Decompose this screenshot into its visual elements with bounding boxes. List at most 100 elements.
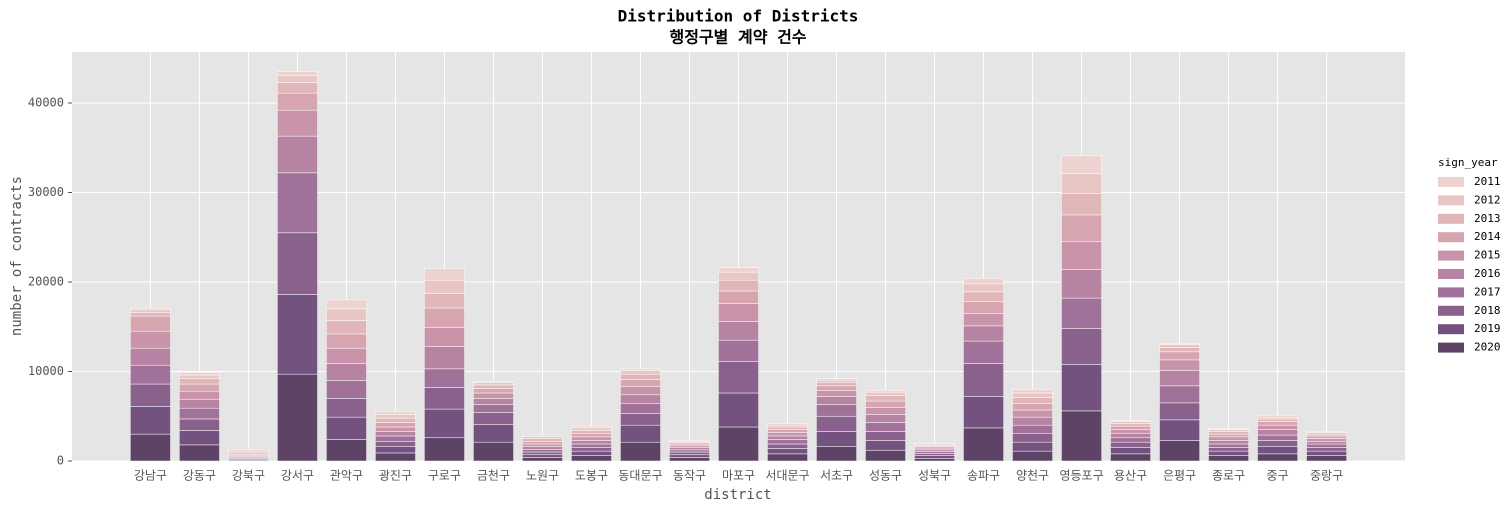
bar-segment <box>326 299 367 310</box>
bar-segment <box>865 407 906 415</box>
bar-segment <box>571 436 612 441</box>
y-tick-label: 10000 <box>28 364 64 378</box>
bar-segment <box>571 430 612 434</box>
bar-segment <box>914 458 955 462</box>
x-tick-label: 노원구 <box>526 469 559 483</box>
chart-subtitle: 행정구별 계약 건수 <box>669 28 806 47</box>
bar-segment <box>1306 455 1347 462</box>
bar-segment <box>1306 431 1347 433</box>
x-tick-label: 강동구 <box>183 469 216 483</box>
bar-segment <box>1012 403 1053 411</box>
bar-segment <box>277 294 318 375</box>
bar-segment <box>767 429 808 433</box>
bar-segment <box>865 391 906 396</box>
bar-segment <box>326 363 367 381</box>
bar-segment <box>718 267 759 273</box>
bar-segment <box>816 385 857 391</box>
bar-segment <box>130 347 171 366</box>
bars <box>130 71 1347 462</box>
legend-swatch <box>1438 342 1464 353</box>
bar-segment <box>1061 364 1102 412</box>
bar-segment <box>1257 446 1298 455</box>
bar-segment <box>865 449 906 462</box>
bar-segment <box>816 389 857 397</box>
bar-segment <box>1208 450 1249 456</box>
x-tick-label: 성북구 <box>918 469 951 483</box>
bar-segment <box>375 417 416 423</box>
x-tick-label: 구로구 <box>428 469 461 483</box>
bar-segment <box>1306 441 1347 445</box>
bar-segment <box>424 293 465 309</box>
bar-segment <box>1110 453 1151 462</box>
bar-segment <box>1208 443 1249 448</box>
x-tick-label: 성동구 <box>869 469 902 483</box>
bar-segment <box>816 404 857 417</box>
bar-segment <box>963 313 1004 327</box>
bar-segment <box>1306 443 1347 448</box>
bar-segment <box>669 451 710 456</box>
x-tick-label: 광진구 <box>379 469 412 483</box>
x-tick-label: 관악구 <box>330 469 363 483</box>
bar-segment <box>1012 416 1053 426</box>
x-axis-label: district <box>704 487 771 503</box>
bar-segment <box>1159 343 1200 345</box>
bar-segment <box>816 446 857 462</box>
bar-segment <box>277 172 318 234</box>
bar-segment <box>865 431 906 441</box>
bar-segment <box>620 379 661 388</box>
bar-segment <box>1306 438 1347 442</box>
bar-segment <box>473 404 514 413</box>
bar-segment <box>424 307 465 328</box>
bar-segment <box>1257 424 1298 430</box>
bar-segment <box>179 430 220 446</box>
bar-segment <box>473 398 514 405</box>
bar-segment <box>571 447 612 452</box>
legend-label: 2015 <box>1474 249 1501 262</box>
bar-segment <box>620 403 661 414</box>
bar-segment <box>473 381 514 383</box>
bar-segment <box>718 290 759 304</box>
bar-segment <box>718 392 759 428</box>
bar-segment <box>571 450 612 456</box>
bar-segment <box>620 368 661 371</box>
bar-segment <box>130 364 171 385</box>
bar-segment <box>1012 441 1053 452</box>
x-tick-label: 중구 <box>1267 469 1289 483</box>
bar-segment <box>1306 450 1347 456</box>
bar-segment <box>473 384 514 389</box>
bar-segment <box>277 71 318 76</box>
y-tick-label: 0 <box>57 454 64 468</box>
bar-segment <box>326 380 367 399</box>
bar-segment <box>1257 421 1298 426</box>
legend-swatch <box>1438 250 1464 261</box>
legend-label: 2018 <box>1474 304 1501 317</box>
bar-segment <box>718 426 759 462</box>
bar-segment <box>522 449 563 453</box>
bar-segment <box>1012 397 1053 405</box>
x-tick-label: 동작구 <box>673 469 706 483</box>
bar-segment <box>522 441 563 445</box>
bar-segment <box>571 455 612 462</box>
bar-segment <box>571 425 612 429</box>
bar-segment <box>963 427 1004 462</box>
bar-segment <box>1012 409 1053 418</box>
bar-segment <box>1110 441 1151 448</box>
bar-segment <box>522 446 563 450</box>
bar-segment <box>816 396 857 405</box>
legend-swatch <box>1438 269 1464 279</box>
bar-segment <box>375 414 416 419</box>
bar-segment <box>767 426 808 430</box>
bar-segment <box>1012 424 1053 434</box>
legend-label: 2014 <box>1474 230 1501 243</box>
bar-segment <box>669 457 710 462</box>
bar-segment <box>179 444 220 462</box>
bar-segment <box>718 279 759 292</box>
bar-segment <box>375 441 416 447</box>
x-tick-label: 종로구 <box>1212 469 1245 483</box>
bar-segment <box>816 378 857 381</box>
bar-segment <box>963 340 1004 364</box>
bar-segment <box>1061 328 1102 365</box>
legend-label: 2019 <box>1474 322 1501 335</box>
bar-segment <box>767 439 808 445</box>
bar-segment <box>179 372 220 376</box>
